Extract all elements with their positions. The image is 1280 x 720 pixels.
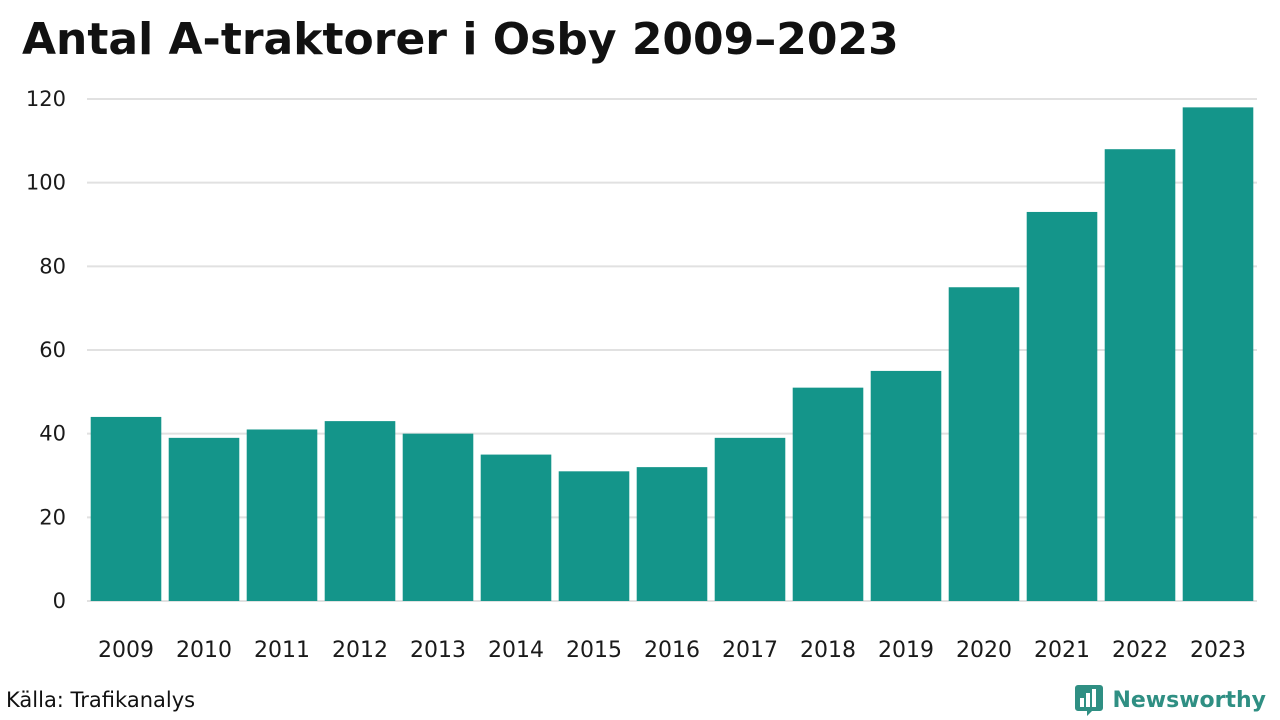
bar-2011: [246, 429, 318, 601]
x-tick-label: 2022: [1112, 638, 1168, 663]
bar-2018: [792, 387, 864, 601]
x-tick-label: 2016: [644, 638, 700, 663]
x-tick-label: 2012: [332, 638, 388, 663]
y-tick-label: 60: [39, 338, 66, 362]
y-tick-label: 20: [39, 505, 66, 529]
bar-chart-icon: [1075, 685, 1104, 716]
chart-title: Antal A-traktorer i Osby 2009–2023: [22, 14, 899, 65]
bar-2019: [870, 370, 942, 601]
source-note: Källa: Trafikanalys: [6, 688, 196, 712]
y-tick-label: 80: [39, 254, 66, 278]
x-tick-label: 2018: [800, 638, 856, 663]
bar-2023: [1182, 107, 1254, 601]
x-tick-label: 2017: [722, 638, 778, 663]
x-tick-label: 2014: [488, 638, 544, 663]
y-tick-label: 100: [26, 171, 66, 195]
bar-2014: [480, 454, 552, 601]
bar-2022: [1104, 149, 1176, 601]
brand-name: Newsworthy: [1112, 687, 1266, 713]
x-tick-label: 2019: [878, 638, 934, 663]
bar-2017: [714, 437, 786, 601]
x-tick-label: 2021: [1034, 638, 1090, 663]
x-tick-label: 2009: [98, 638, 154, 663]
bar-2013: [402, 433, 474, 601]
bar-2009: [90, 416, 162, 601]
x-tick-label: 2010: [176, 638, 232, 663]
bar-2021: [1026, 211, 1098, 601]
x-tick-label: 2020: [956, 638, 1012, 663]
bar-2016: [636, 467, 708, 601]
x-tick-label: 2013: [410, 638, 466, 663]
x-tick-label: 2011: [254, 638, 310, 663]
bar-2010: [168, 437, 240, 601]
x-tick-label: 2023: [1190, 638, 1246, 663]
bar-2012: [324, 421, 396, 601]
y-tick-label: 120: [26, 87, 66, 111]
x-tick-label: 2015: [566, 638, 622, 663]
brand-logo: Newsworthy: [1074, 683, 1266, 717]
y-tick-label: 40: [39, 422, 66, 446]
bar-2015: [558, 471, 630, 601]
bar-2020: [948, 287, 1020, 601]
y-tick-label: 0: [53, 589, 66, 613]
